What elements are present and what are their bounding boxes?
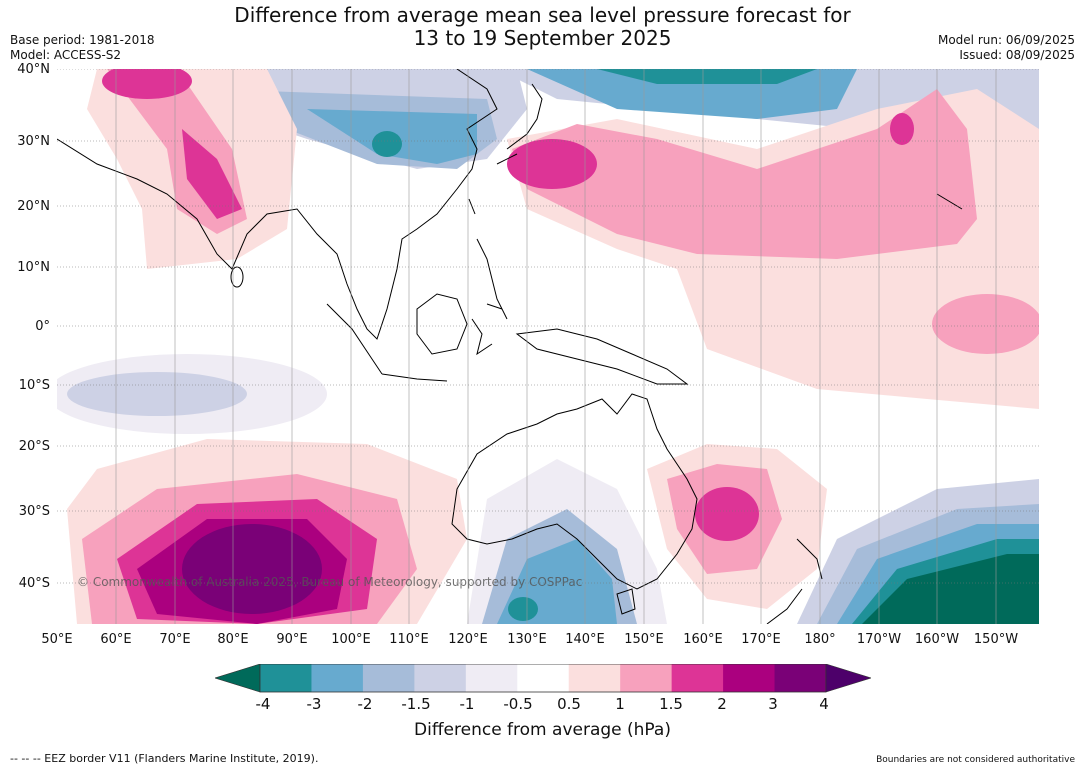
- colorbar-segment: [517, 664, 570, 692]
- lat-label: 40°S: [18, 576, 50, 591]
- colorbar: [215, 664, 871, 693]
- pos-himalaya: [102, 69, 192, 99]
- pos-tasman-center: [695, 487, 759, 541]
- hawaii: [936, 193, 963, 210]
- lat-label: 20°S: [18, 439, 50, 454]
- boundaries-disclaimer: Boundaries are not considered authoritat…: [876, 755, 1075, 765]
- lon-label: 180°: [804, 632, 836, 647]
- colorbar-tick: 0.5: [557, 695, 581, 713]
- pos-wpacific-2: [512, 89, 977, 259]
- lon-label: 100°E: [331, 632, 371, 647]
- lon-label: 70°E: [159, 632, 191, 647]
- colorbar-tick: 3: [768, 695, 778, 713]
- colorbar-segment: [465, 664, 518, 692]
- eez-border-note: -- -- -- EEZ border V11 (Flanders Marine…: [10, 752, 319, 765]
- colorbar-segment: [723, 664, 776, 692]
- lat-label: 0°: [35, 319, 50, 334]
- lat-label: 20°N: [17, 199, 50, 214]
- lon-label: 110°E: [389, 632, 429, 647]
- model-run: Model run: 06/09/2025: [937, 33, 1075, 47]
- tasmania: [616, 588, 636, 615]
- java: [381, 373, 448, 382]
- meta-left: Base period: 1981-2018 Model: ACCESS-S2: [10, 33, 155, 63]
- lat-label: 10°N: [17, 260, 50, 275]
- issued-date: Issued: 08/09/2025: [959, 48, 1075, 62]
- neg-center-china: [372, 131, 402, 157]
- colorbar-segment: [671, 664, 724, 692]
- neg-npacific-3: [597, 69, 817, 84]
- lon-label: 80°E: [217, 632, 249, 647]
- neg-indian-ocean-2: [67, 372, 247, 416]
- lat-label: 10°S: [18, 378, 50, 393]
- colorbar-tick: -1.5: [401, 695, 431, 713]
- colorbar-segment: [311, 664, 364, 692]
- lon-label: 160°W: [914, 632, 960, 647]
- colorbar-extend-high: [825, 664, 871, 693]
- new-guinea: [515, 328, 689, 385]
- title-line-2: 13 to 19 September 2025: [413, 26, 672, 50]
- pos-center-japan: [507, 139, 597, 189]
- colorbar-tick: 4: [819, 695, 829, 713]
- neg-saustralia-center: [508, 597, 538, 621]
- pos-sindian-center: [182, 524, 322, 614]
- colorbar-tick: -3: [306, 695, 322, 713]
- base-period: Base period: 1981-2018: [10, 33, 155, 47]
- lon-label: 170°E: [741, 632, 781, 647]
- coastlines: [57, 69, 963, 624]
- colorbar-segment: [568, 664, 621, 692]
- colorbar-tick: 1: [615, 695, 625, 713]
- colorbar-title: Difference from average (hPa): [414, 720, 671, 740]
- colorbar-tick: -2: [357, 695, 373, 713]
- lat-label: 30°N: [17, 134, 50, 149]
- lon-label: 120°E: [448, 632, 488, 647]
- lon-label: 170°W: [856, 632, 902, 647]
- sumatra: [326, 303, 383, 375]
- colorbar-segment: [774, 664, 827, 692]
- sulawesi: [471, 318, 493, 356]
- lat-label: 40°N: [17, 62, 50, 77]
- colorbar-segment: [260, 664, 312, 692]
- colorbar-tick: 1.5: [659, 695, 683, 713]
- lon-label: 140°E: [565, 632, 605, 647]
- lon-label: 150°E: [624, 632, 664, 647]
- japan: [496, 83, 543, 165]
- lon-label: 130°E: [507, 632, 547, 647]
- lon-label: 160°E: [683, 632, 723, 647]
- colorbar-tick: -1: [459, 695, 475, 713]
- colorbar-tick: -0.5: [503, 695, 533, 713]
- pressure-anomaly-map: [57, 69, 1039, 624]
- pos-equatorial-pac: [932, 294, 1039, 354]
- taiwan: [468, 198, 476, 215]
- colorbar-tick: -4: [255, 695, 271, 713]
- lon-label: 60°E: [100, 632, 132, 647]
- map-title: Difference from average mean sea level p…: [0, 4, 1085, 50]
- meta-right: Model run: 06/09/2025 Issued: 08/09/2025: [938, 33, 1075, 63]
- lon-label: 50°E: [41, 632, 73, 647]
- lat-label: 30°S: [18, 504, 50, 519]
- pos-india-3: [182, 129, 242, 219]
- colorbar-segment: [414, 664, 467, 692]
- neg-sepac-5: [862, 554, 1039, 624]
- title-line-1: Difference from average mean sea level p…: [234, 3, 851, 27]
- lon-label: 90°E: [276, 632, 308, 647]
- model-name: Model: ACCESS-S2: [10, 48, 122, 62]
- colorbar-extend-low: [215, 664, 261, 693]
- colorbar-tick: 2: [717, 695, 727, 713]
- colorbar-segment: [620, 664, 673, 692]
- asia-coastline: [57, 69, 498, 340]
- pos-center-npac: [890, 113, 914, 145]
- philippines: [476, 238, 508, 320]
- australia: [451, 393, 698, 590]
- meridians: [115, 69, 997, 624]
- borneo: [416, 293, 468, 355]
- copyright-notice: © Commonwealth of Australia 2025, Bureau…: [77, 575, 583, 589]
- new-zealand: [766, 538, 823, 624]
- lon-label: 150°W: [973, 632, 1019, 647]
- colorbar-segment: [362, 664, 415, 692]
